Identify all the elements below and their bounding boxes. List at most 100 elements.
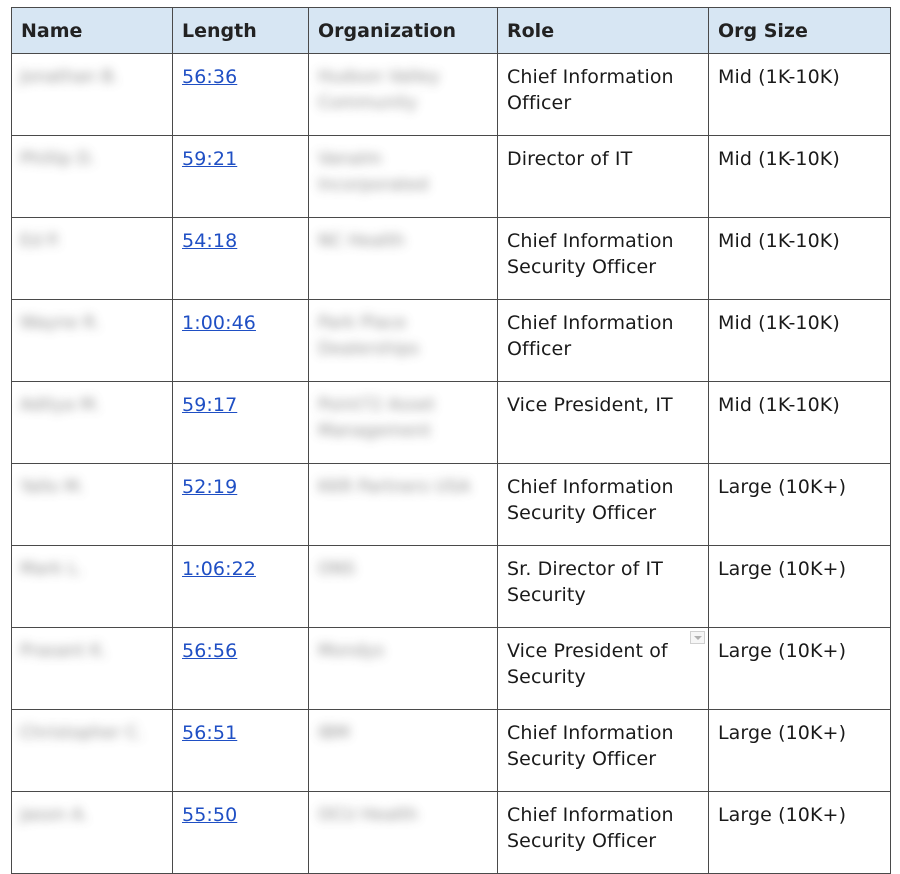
name-cell: Phillip D.: [11, 135, 173, 218]
organization-text-redacted: IBM: [318, 723, 350, 743]
length-cell: 54:18: [172, 217, 309, 300]
organization-cell: Mondys: [308, 627, 498, 710]
name-text-redacted: Jonathan B.: [20, 67, 119, 87]
name-cell: Jonathan B.: [11, 53, 173, 136]
name-cell: Aditya M.: [11, 381, 173, 464]
org-size-cell: Large (10K+): [708, 545, 891, 628]
table-header: Name Length Organization Role Org Size: [11, 7, 891, 54]
length-cell: 1:00:46: [172, 299, 309, 382]
role-cell: Sr. Director of IT Security: [497, 545, 709, 628]
length-link[interactable]: 59:21: [182, 148, 238, 170]
organization-text-redacted: NC Health: [318, 231, 405, 251]
table-row: Yallo M. 52:19 KKR Partners USA Chief In…: [11, 463, 891, 546]
name-cell: Mark L.: [11, 545, 173, 628]
role-cell: Chief Information Officer: [497, 53, 709, 136]
length-link[interactable]: 56:36: [182, 66, 238, 88]
organization-text-redacted: Hudson Valley Community: [318, 67, 440, 113]
name-text-redacted: Wayne R.: [20, 313, 101, 333]
length-link[interactable]: 52:19: [182, 476, 238, 498]
table-row: Aditya M. 59:17 Point72 Asset Management…: [11, 381, 891, 464]
length-cell: 55:50: [172, 791, 309, 874]
name-cell: Yallo M.: [11, 463, 173, 546]
organization-text-redacted: Vanalm Incorporated: [318, 149, 429, 195]
name-text-redacted: Phillip D.: [20, 149, 96, 169]
table-row: Jason A. 55:50 OCU Health Chief Informat…: [11, 791, 891, 874]
organization-text-redacted: KKR Partners USA: [318, 477, 471, 497]
name-text-redacted: Yallo M.: [20, 477, 85, 497]
length-link[interactable]: 1:06:22: [182, 558, 256, 580]
organization-text-redacted: OCU Health: [318, 805, 418, 825]
table-row: Prasant K. 56:56 Mondys Vice President o…: [11, 627, 891, 710]
role-cell: Chief Information Security Officer: [497, 791, 709, 874]
role-text: Vice President of Security: [507, 640, 668, 688]
length-cell: 1:06:22: [172, 545, 309, 628]
name-text-redacted: Prasant K.: [20, 641, 108, 661]
length-link[interactable]: 56:51: [182, 722, 238, 744]
org-size-cell: Large (10K+): [708, 627, 891, 710]
org-size-cell: Mid (1K-10K): [708, 381, 891, 464]
role-cell: Vice President of Security: [497, 627, 709, 710]
org-size-cell: Mid (1K-10K): [708, 299, 891, 382]
org-size-cell: Large (10K+): [708, 709, 891, 792]
name-text-redacted: Mark L.: [20, 559, 83, 579]
header-role: Role: [497, 7, 709, 54]
organization-cell: Hudson Valley Community: [308, 53, 498, 136]
interviews-table: Name Length Organization Role Org Size J…: [11, 7, 891, 874]
name-text-redacted: Aditya M.: [20, 395, 101, 415]
organization-cell: IBM: [308, 709, 498, 792]
role-cell: Vice President, IT: [497, 381, 709, 464]
name-cell: Jason A.: [11, 791, 173, 874]
organization-cell: Point72 Asset Management: [308, 381, 498, 464]
organization-cell: OCU Health: [308, 791, 498, 874]
organization-text-redacted: Point72 Asset Management: [318, 395, 436, 441]
name-text-redacted: Jason A.: [20, 805, 89, 825]
organization-cell: NC Health: [308, 217, 498, 300]
table-row: Jonathan B. 56:36 Hudson Valley Communit…: [11, 53, 891, 136]
role-cell: Chief Information Security Officer: [497, 217, 709, 300]
length-link[interactable]: 55:50: [182, 804, 238, 826]
organization-text-redacted: ONS: [318, 559, 356, 579]
header-row: Name Length Organization Role Org Size: [11, 7, 891, 54]
organization-text-redacted: Park Place Dealerships: [318, 313, 420, 359]
organization-cell: KKR Partners USA: [308, 463, 498, 546]
name-cell: Prasant K.: [11, 627, 173, 710]
org-size-cell: Mid (1K-10K): [708, 217, 891, 300]
length-cell: 56:51: [172, 709, 309, 792]
role-cell: Chief Information Officer: [497, 299, 709, 382]
org-size-cell: Large (10K+): [708, 463, 891, 546]
table-row: Christopher C. 56:51 IBM Chief Informati…: [11, 709, 891, 792]
table-row: Ed P. 54:18 NC Health Chief Information …: [11, 217, 891, 300]
length-link[interactable]: 54:18: [182, 230, 238, 252]
dropdown-arrow-icon[interactable]: [690, 631, 705, 644]
name-text-redacted: Ed P.: [20, 231, 61, 251]
header-organization: Organization: [308, 7, 498, 54]
length-cell: 56:56: [172, 627, 309, 710]
header-length: Length: [172, 7, 309, 54]
length-link[interactable]: 1:00:46: [182, 312, 256, 334]
length-cell: 52:19: [172, 463, 309, 546]
length-cell: 59:21: [172, 135, 309, 218]
length-cell: 56:36: [172, 53, 309, 136]
organization-text-redacted: Mondys: [318, 641, 385, 661]
organization-cell: ONS: [308, 545, 498, 628]
table-row: Mark L. 1:06:22 ONS Sr. Director of IT S…: [11, 545, 891, 628]
header-org-size: Org Size: [708, 7, 891, 54]
name-cell: Wayne R.: [11, 299, 173, 382]
interviews-table-container: Name Length Organization Role Org Size J…: [11, 7, 891, 874]
table-row: Phillip D. 59:21 Vanalm Incorporated Dir…: [11, 135, 891, 218]
org-size-cell: Mid (1K-10K): [708, 53, 891, 136]
role-cell: Chief Information Security Officer: [497, 709, 709, 792]
length-link[interactable]: 59:17: [182, 394, 238, 416]
role-cell: Director of IT: [497, 135, 709, 218]
name-cell: Christopher C.: [11, 709, 173, 792]
organization-cell: Park Place Dealerships: [308, 299, 498, 382]
length-cell: 59:17: [172, 381, 309, 464]
length-link[interactable]: 56:56: [182, 640, 238, 662]
org-size-cell: Mid (1K-10K): [708, 135, 891, 218]
table-row: Wayne R. 1:00:46 Park Place Dealerships …: [11, 299, 891, 382]
organization-cell: Vanalm Incorporated: [308, 135, 498, 218]
header-name: Name: [11, 7, 173, 54]
table-body: Jonathan B. 56:36 Hudson Valley Communit…: [11, 53, 891, 874]
role-cell: Chief Information Security Officer: [497, 463, 709, 546]
name-cell: Ed P.: [11, 217, 173, 300]
